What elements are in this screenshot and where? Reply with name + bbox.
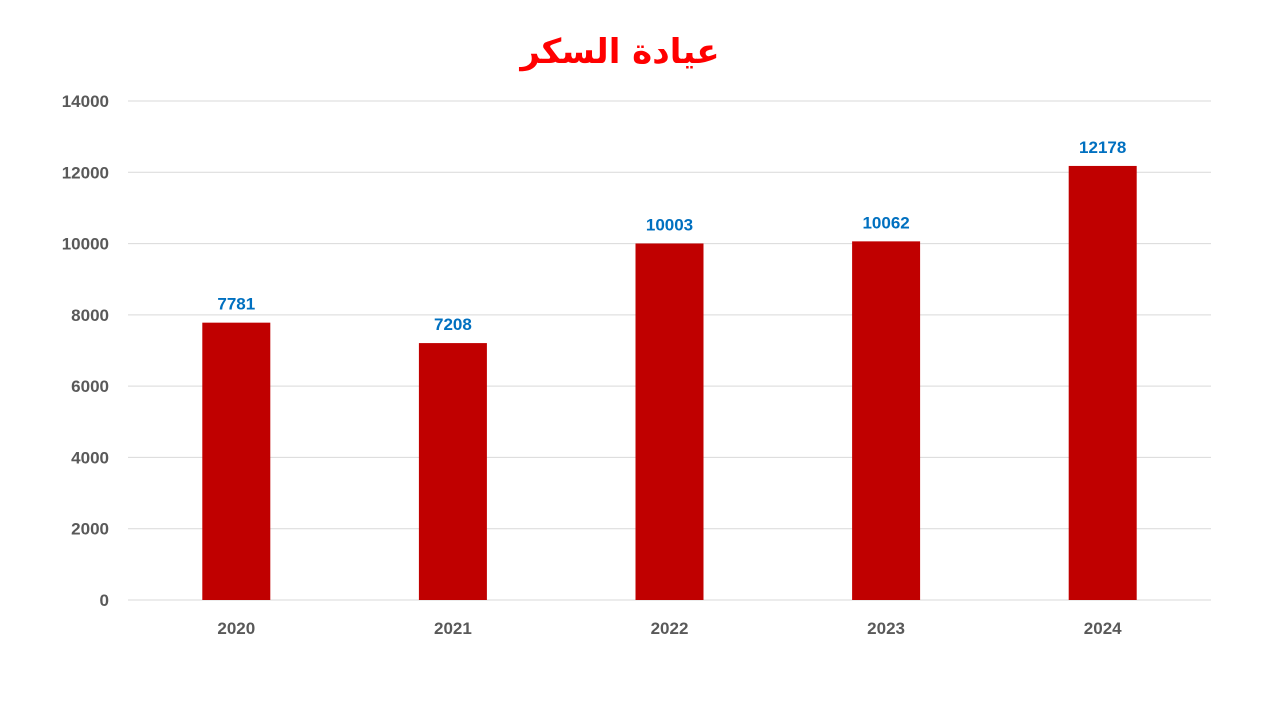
- x-tick-label: 2021: [434, 619, 472, 638]
- bar: [418, 343, 487, 600]
- x-tick-label: 2022: [651, 619, 689, 638]
- data-label: 10062: [862, 213, 909, 232]
- y-tick-label: 14000: [62, 92, 109, 111]
- y-tick-label: 0: [100, 591, 109, 610]
- bar: [202, 322, 271, 600]
- bars: [202, 165, 1137, 601]
- y-tick-label: 10000: [62, 235, 109, 254]
- x-axis-ticks: 2020 2021 2022 2023 2024: [217, 619, 1122, 638]
- y-axis-ticks: 0 2000 4000 6000 8000 10000 12000 14000: [62, 92, 109, 610]
- y-tick-label: 6000: [71, 377, 109, 396]
- x-tick-label: 2024: [1084, 619, 1122, 638]
- chart-title: عيادة السكر: [520, 32, 720, 72]
- data-labels: 7781 7208 10003 10062 12178: [217, 138, 1126, 334]
- data-label: 10003: [646, 215, 693, 234]
- y-tick-label: 8000: [71, 306, 109, 325]
- bar: [1068, 165, 1137, 600]
- data-label: 7208: [434, 315, 472, 334]
- data-label: 12178: [1079, 138, 1126, 157]
- bar: [852, 241, 921, 600]
- bar: [635, 243, 704, 601]
- data-label: 7781: [217, 295, 255, 314]
- x-tick-label: 2023: [867, 619, 905, 638]
- y-tick-label: 4000: [71, 448, 109, 467]
- y-tick-label: 2000: [71, 520, 109, 539]
- y-tick-label: 12000: [62, 163, 109, 182]
- x-tick-label: 2020: [217, 619, 255, 638]
